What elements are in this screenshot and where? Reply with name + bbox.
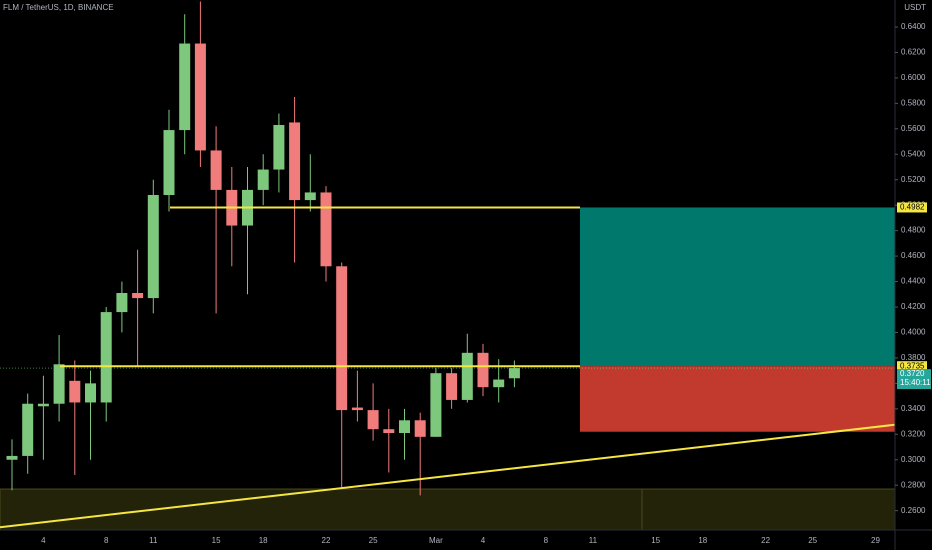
chart-title: FLM / TetherUS, 1D, BINANCE (3, 3, 114, 12)
candle-body (477, 352, 489, 388)
candle-body (210, 150, 222, 190)
x-tick-label: 8 (544, 536, 549, 545)
x-tick-label: 25 (369, 536, 378, 545)
y-tick-label: 0.4000 (901, 328, 926, 337)
current-price-label: 0.3720 (900, 369, 925, 378)
price-tag-label: 0.4982 (900, 203, 925, 212)
zone (0, 488, 896, 531)
x-tick-label: 4 (481, 536, 486, 545)
candle-body (446, 373, 458, 400)
price-tag (897, 202, 927, 213)
x-tick-label: 11 (149, 536, 158, 545)
x-tick-label: 15 (212, 536, 221, 545)
y-tick-label: 0.3000 (901, 455, 926, 464)
y-tick-label: 0.5600 (901, 124, 926, 133)
y-tick-label: 0.5200 (901, 175, 926, 184)
candle-body (163, 130, 175, 195)
x-tick-label: 22 (322, 536, 331, 545)
candle-body (37, 403, 49, 407)
y-tick-label: 0.2600 (901, 506, 926, 515)
candle-body (367, 410, 379, 430)
y-tick-label: 0.4600 (901, 251, 926, 260)
profit-zone (580, 207, 895, 367)
y-tick-label: 0.5400 (901, 149, 926, 158)
y-tick-label: 0.5800 (901, 98, 926, 107)
candle-body (194, 43, 206, 151)
candle-body (414, 420, 426, 437)
y-tick-label: 0.4200 (901, 302, 926, 311)
y-tick-label: 0.6200 (901, 48, 926, 57)
candle-body (383, 429, 395, 434)
axis-unit: USDT (904, 3, 926, 12)
x-tick-label: 11 (589, 536, 598, 545)
candle-body (85, 383, 96, 403)
candle-body (53, 364, 65, 404)
candle-body (6, 455, 18, 460)
price-tag (897, 361, 927, 372)
y-tick-label: 0.6000 (901, 73, 926, 82)
plot-area (0, 1, 896, 531)
price-tag-label: 0.3735 (900, 361, 925, 370)
candle-body (257, 169, 269, 190)
x-tick-label: 4 (41, 536, 46, 545)
x-tick-label: 15 (651, 536, 660, 545)
y-tick-label: 0.4400 (901, 277, 926, 286)
y-tick-label: 0.3200 (901, 429, 926, 438)
y-tick-label: 0.6400 (901, 22, 926, 31)
candle-body (22, 403, 34, 456)
candle-body (430, 373, 442, 437)
candle-body (147, 194, 159, 299)
candle-body (399, 420, 410, 434)
candle-body (69, 380, 81, 403)
x-tick-label: 8 (104, 536, 109, 545)
candle-body (289, 122, 301, 201)
candle-body (273, 124, 285, 170)
candle-body (116, 293, 128, 313)
x-tick-label: 29 (871, 536, 880, 545)
loss-zone (580, 366, 895, 432)
trendline (0, 423, 896, 529)
candle-body (351, 407, 363, 411)
y-tick-label: 0.4800 (901, 226, 926, 235)
y-tick-label: 0.2800 (901, 480, 926, 489)
x-tick-label: 22 (761, 536, 770, 545)
price-tag (897, 369, 931, 390)
candle-body (132, 293, 144, 299)
y-tick-label: 0.3800 (901, 353, 926, 362)
x-tick-label: 18 (698, 536, 707, 545)
candle-body (100, 312, 112, 403)
candle-body (493, 379, 505, 388)
y-tick-label: 0.3400 (901, 404, 926, 413)
candle-body (336, 266, 348, 411)
x-tick-label: 18 (259, 536, 268, 545)
candle-body (508, 368, 520, 379)
candle-body (320, 192, 332, 267)
x-tick-label: Mar (429, 536, 443, 545)
candle-body (461, 352, 473, 400)
candle-body (179, 43, 191, 131)
candle-body (304, 192, 316, 201)
countdown-label: 15:40:11 (900, 378, 931, 387)
x-tick-label: 25 (808, 536, 817, 545)
